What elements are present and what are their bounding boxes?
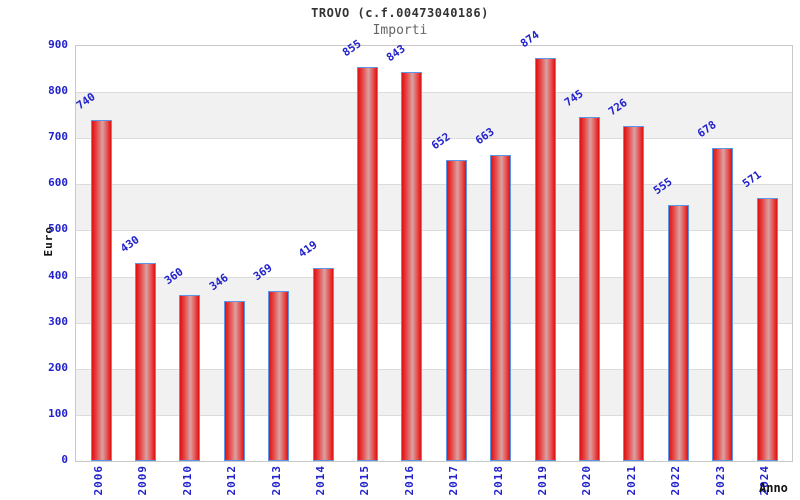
bar-2020 (578, 117, 600, 461)
x-axis: 2006 2009 2010 2012 2013 2014 2015 2016 2017 2018… (75, 461, 791, 500)
x-tick-label: 2006 (92, 465, 105, 496)
x-tick-label: 2021 (624, 465, 638, 496)
bar-2023 (712, 148, 734, 461)
bar-2006 (90, 119, 112, 461)
bar-2015 (356, 66, 378, 461)
plot-area: 740 430 360 346 369 419 855 843 652 663 874 745 726 5… (73, 28, 793, 462)
bar-2012 (223, 301, 245, 461)
y-tick-label: 400 (48, 268, 68, 282)
y-tick-label: 200 (48, 360, 68, 374)
x-tick-label: 2012 (225, 465, 239, 496)
x-tick-label: 2010 (180, 465, 194, 496)
x-tick-label: 2022 (669, 465, 683, 496)
x-tick-label: 2009 (136, 465, 150, 496)
bar-2022 (667, 205, 689, 461)
x-tick-label: 2018 (491, 465, 505, 496)
y-tick-label: 600 (48, 176, 68, 190)
y-tick-label: 900 (48, 38, 68, 51)
x-tick-label: 2014 (314, 465, 327, 496)
gridline (76, 138, 792, 139)
x-tick-label: 2017 (447, 465, 461, 496)
x-tick-label: 2013 (269, 465, 283, 496)
x-axis-title: Anno (759, 481, 788, 495)
gridline (76, 277, 792, 278)
bar-2013 (268, 290, 290, 461)
chart-subtitle: Importi (372, 23, 428, 38)
gridline (76, 230, 792, 231)
x-tick-label: 2023 (713, 465, 727, 496)
x-tick-label: 2015 (358, 465, 372, 496)
y-tick-label: 800 (48, 84, 68, 98)
gridline (76, 323, 792, 324)
gridline (76, 415, 792, 416)
background-band (76, 92, 792, 139)
bar-2014 (312, 267, 334, 461)
gridline (76, 369, 792, 370)
bar-2017 (445, 160, 467, 461)
background-band (76, 46, 792, 93)
chart-title: TROVO (c.f.00473040186) (311, 6, 489, 20)
y-tick-label: 500 (48, 222, 68, 236)
x-tick-label: 2020 (580, 465, 594, 496)
bar-2019 (534, 57, 556, 461)
bar-2021 (623, 126, 645, 461)
background-band (76, 138, 792, 185)
bar-2018 (490, 155, 512, 461)
bar-2009 (134, 262, 156, 461)
x-tick-label: 2016 (402, 465, 416, 496)
y-tick-label: 300 (48, 314, 68, 328)
gridline (76, 184, 792, 185)
gridline (76, 92, 792, 93)
bar-2016 (401, 72, 423, 461)
y-tick-label: 0 (61, 453, 68, 466)
bar-2024 (756, 197, 778, 461)
x-tick-label: 2019 (536, 465, 549, 496)
y-tick-label: 100 (48, 406, 68, 420)
y-tick-label: 700 (48, 130, 68, 144)
bar-2010 (179, 295, 201, 461)
